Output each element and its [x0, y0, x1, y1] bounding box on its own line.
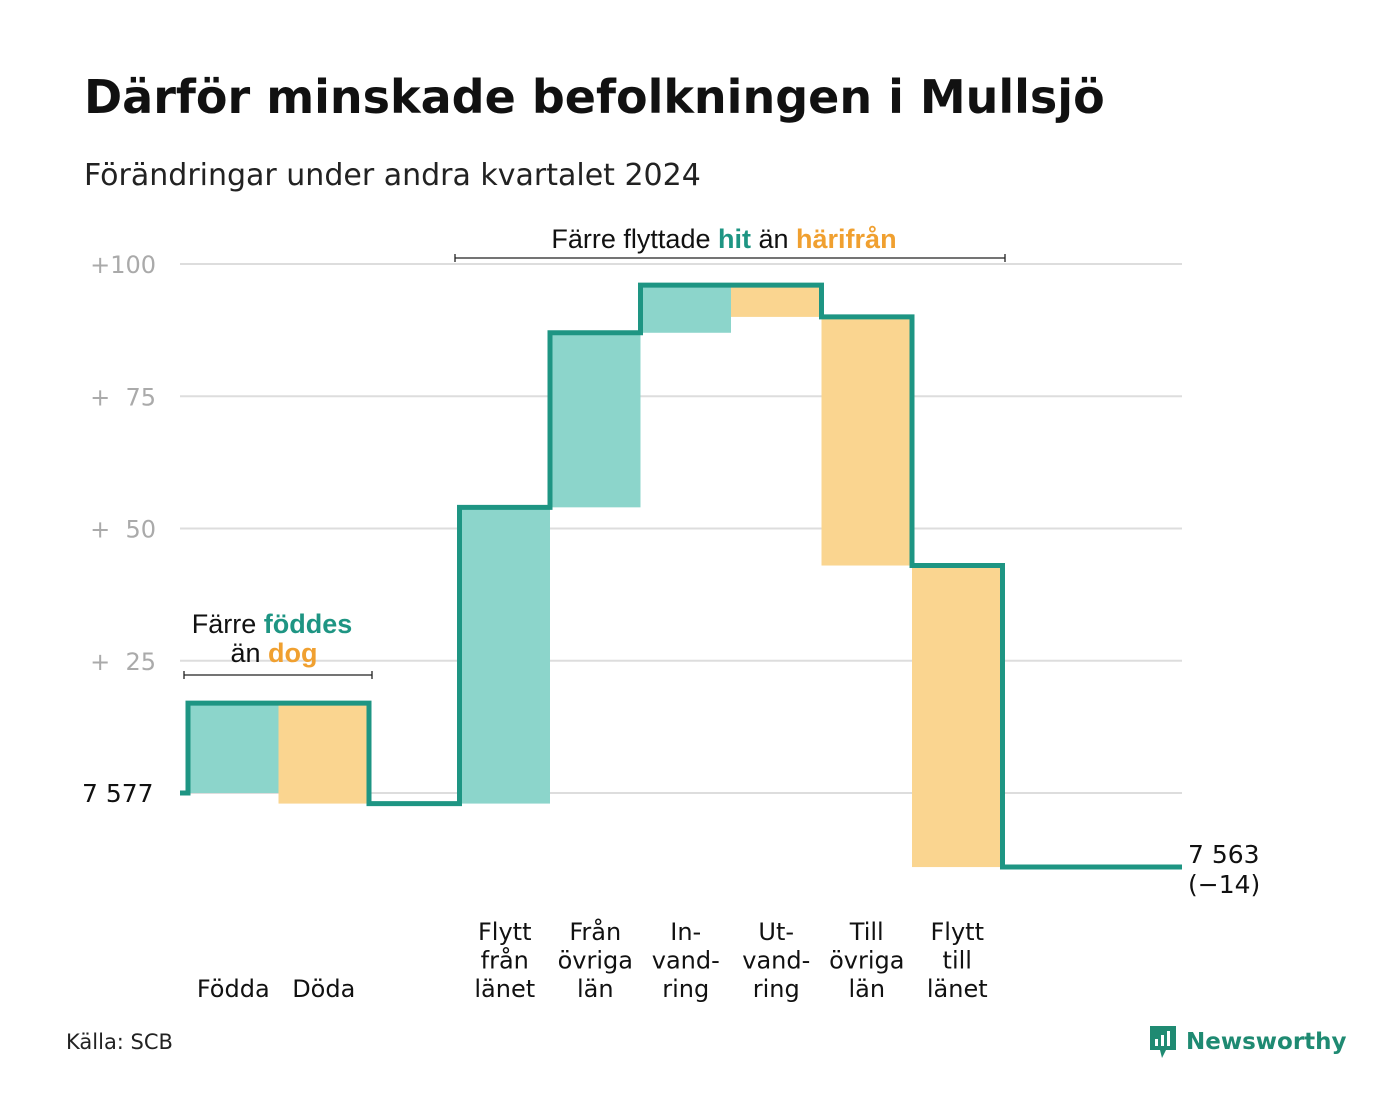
category-label: från [481, 946, 529, 975]
y-tick-label: + 75 [90, 383, 156, 411]
category-label: till [943, 947, 972, 975]
category-label: länet [474, 975, 535, 1003]
y-tick-label: + 50 [90, 516, 156, 544]
category-label: Flytt [931, 918, 985, 946]
inflow-bar [459, 507, 550, 804]
start-value-label: 7 577 [82, 779, 154, 808]
chart-title: Därför minskade befolkningen i Mullsjö [84, 70, 1105, 124]
annotation-text: Färre flyttade [551, 224, 718, 254]
natural-change-annotation: Färre föddes än dog [183, 609, 373, 679]
category-label: Från [569, 917, 621, 946]
inflow-bar [640, 285, 731, 333]
brand-name: Newsworthy [1186, 1029, 1347, 1055]
category-label: län [848, 975, 885, 1003]
annotation-deaths: dog [268, 638, 317, 668]
annotation-text: Färre [192, 609, 264, 639]
y-tick-label: +100 [90, 251, 156, 279]
annotation-text: än [230, 638, 268, 668]
category-label: övriga [558, 947, 633, 975]
annotation-out: härifrån [796, 224, 897, 254]
category-label: övriga [829, 947, 904, 975]
inflow-bar [188, 703, 279, 793]
category-label: ring [753, 975, 800, 1003]
annotation-births: föddes [264, 609, 353, 639]
chart-subtitle: Förändringar under andra kvartalet 2024 [84, 158, 701, 193]
category-label: vand- [652, 947, 720, 975]
bars [188, 285, 1003, 868]
brand-logo[interactable]: Newsworthy [1148, 1024, 1347, 1060]
annotation-text: än [751, 224, 796, 254]
category-label: Ut- [758, 918, 794, 946]
category-label: Döda [292, 975, 355, 1003]
svg-text:än dog: än dog [230, 638, 317, 668]
migration-annotation: Färre flyttade hit än härifrån [454, 224, 1006, 262]
annotation-bracket [454, 254, 1006, 262]
newsworthy-logo-icon [1150, 1026, 1176, 1058]
y-axis-ticks: +100 + 75 + 50 + 25 [90, 251, 156, 676]
category-label: län [577, 975, 614, 1003]
svg-text:Färre flyttade hit än härifrån: Färre flyttade hit än härifrån [551, 224, 896, 254]
category-label: länet [927, 975, 988, 1003]
outflow-bar [821, 316, 912, 566]
outflow-bar [278, 703, 369, 804]
source-note: Källa: SCB [66, 1030, 173, 1054]
end-value-label: 7 563 [1188, 840, 1260, 869]
category-label: Till [849, 918, 884, 946]
population-level-line [180, 282, 1182, 870]
category-labels: Födda DödaFlyttfrånlänetFrånövrigalänIn-v… [197, 917, 988, 1003]
outflow-bar [912, 565, 1003, 868]
annotation-bracket [183, 671, 373, 679]
outflow-bar [731, 285, 822, 317]
category-label: vand- [742, 947, 810, 975]
y-tick-label: + 25 [90, 648, 156, 676]
annotation-in: hit [718, 224, 751, 254]
category-label: Flytt [478, 918, 532, 946]
svg-text:Färre föddes: Färre föddes [192, 609, 353, 639]
category-label: ring [662, 975, 709, 1003]
inflow-bar [550, 332, 641, 508]
end-change-label: (−14) [1188, 870, 1260, 899]
category-label: In- [670, 918, 701, 946]
category-label: Födda [197, 975, 270, 1003]
